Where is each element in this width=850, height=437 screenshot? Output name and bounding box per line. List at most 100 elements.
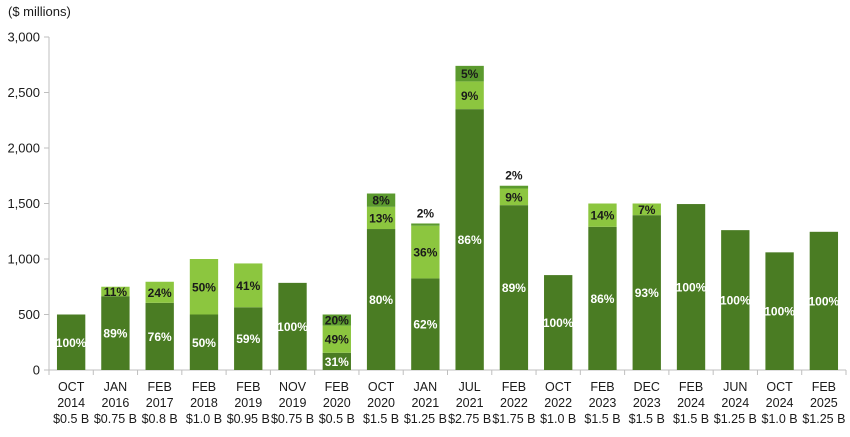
category-label-amount: $1.0 B: [186, 412, 222, 426]
segment-label: 100%: [543, 316, 574, 330]
bar-segment-light: [588, 203, 617, 227]
bar-segment-light: [145, 281, 174, 303]
category-label-amount: $2.75 B: [448, 412, 491, 426]
bar-stack: [278, 282, 307, 370]
category-label-year: 2023: [633, 396, 661, 410]
bar-stack: [101, 286, 130, 370]
bar-stack: [544, 275, 573, 370]
bar-segment-light: [455, 81, 484, 110]
bar-segment-mid: [322, 314, 351, 326]
bar-stack: [455, 65, 484, 371]
unit-label: ($ millions): [8, 4, 71, 19]
category-label-month: OCT: [58, 380, 85, 394]
category-label-amount: $1.5 B: [629, 412, 665, 426]
y-tick-label: 0: [33, 363, 40, 378]
x-axis: [48, 369, 847, 375]
bar-segment-mid: [455, 65, 484, 82]
category-label-year: 2025: [810, 396, 838, 410]
bar-segment-light: [366, 206, 396, 230]
category-label-amount: $1.5 B: [363, 412, 399, 426]
segment-label: 2%: [505, 169, 523, 183]
bar-segment-mid: [366, 193, 396, 207]
segment-label: 13%: [369, 211, 393, 225]
segment-label: 20%: [325, 314, 349, 328]
segment-label: 9%: [505, 190, 523, 204]
category-label-year: 2023: [589, 396, 617, 410]
segment-label: 2%: [417, 206, 435, 220]
segment-label: 31%: [325, 355, 349, 369]
bar-segment-dark: [189, 314, 219, 370]
segment-label: 59%: [236, 332, 260, 346]
category-label-month: JUL: [459, 380, 481, 394]
bar-segment-dark: [234, 307, 263, 370]
y-tick-label: 1,000: [7, 252, 40, 267]
bar-segment-dark: [366, 229, 396, 370]
segment-label: 50%: [192, 280, 216, 294]
category-label-amount: $1.25 B: [802, 412, 845, 426]
segment-label: 80%: [369, 293, 393, 307]
bar-segment-dark: [632, 215, 661, 370]
segment-label: 8%: [372, 194, 390, 208]
y-tick-label: 500: [18, 307, 40, 322]
bar-segment-dark: [676, 204, 706, 370]
bar-stack: [234, 263, 263, 370]
bar-segment-light: [499, 188, 529, 206]
category-label-year: 2020: [323, 396, 351, 410]
category-label-month: NOV: [279, 380, 307, 394]
bar-segment-light: [189, 259, 219, 315]
category-label-year: 2014: [57, 396, 85, 410]
segment-label: 41%: [236, 279, 260, 293]
bar-segment-light: [632, 203, 661, 216]
category-label-year: 2021: [411, 396, 439, 410]
category-label-amount: $1.0 B: [762, 412, 798, 426]
category-label-month: FEB: [148, 380, 172, 394]
category-label-amount: $0.5 B: [319, 412, 355, 426]
segment-label: 36%: [413, 246, 437, 260]
category-label-amount: $0.75 B: [271, 412, 314, 426]
bar-segment-light: [101, 286, 130, 297]
category-label-month: DEC: [634, 380, 660, 394]
bar-stack: [411, 223, 440, 370]
segment-label: 89%: [103, 327, 127, 341]
bar-segment-light: [322, 325, 351, 353]
category-label-month: FEB: [590, 380, 614, 394]
category-label-year: 2021: [456, 396, 484, 410]
category-label-month: FEB: [502, 380, 526, 394]
category-label-month: JUN: [723, 380, 747, 394]
category-label-amount: $0.75 B: [94, 412, 137, 426]
segment-label: 100%: [56, 336, 87, 350]
bars: [56, 65, 839, 371]
category-label-amount: $1.25 B: [404, 412, 447, 426]
category-label-amount: $0.5 B: [53, 412, 89, 426]
category-label-month: FEB: [325, 380, 349, 394]
bar-stack: [366, 193, 396, 370]
segment-label: 100%: [764, 305, 795, 319]
category-label-month: JAN: [104, 380, 128, 394]
segment-label: 100%: [277, 320, 308, 334]
category-label-month: FEB: [192, 380, 216, 394]
y-axis: 0 500 1,000 1,500 2,000 2,500 3,000: [7, 30, 50, 378]
bar-segment-dark: [455, 109, 484, 371]
bar-stack: [765, 252, 794, 370]
bar-segment-dark: [101, 296, 130, 370]
segment-label: 49%: [325, 333, 349, 347]
y-tick-label: 2,000: [7, 141, 40, 156]
bar-stack: [809, 231, 839, 370]
segment-label: 7%: [638, 203, 656, 217]
segment-label: 50%: [192, 336, 216, 350]
category-label-month: OCT: [766, 380, 793, 394]
category-label-month: FEB: [236, 380, 260, 394]
category-label-year: 2016: [102, 396, 130, 410]
category-label-amount: $0.95 B: [227, 412, 270, 426]
bar-segment-dark: [56, 314, 86, 370]
bar-stack: [721, 230, 750, 370]
category-label-year: 2018: [190, 396, 218, 410]
category-label-amount: $1.25 B: [714, 412, 757, 426]
segment-labels: 100% 89% 11% 76% 24% 50% 50% 59% 41% 100% 31% 49% 20…: [56, 67, 840, 369]
category-label-year: 2024: [721, 396, 749, 410]
category-label-month: FEB: [679, 380, 703, 394]
bar-stack: [588, 203, 617, 370]
segment-label: 100%: [676, 281, 707, 295]
category-label-amount: $0.8 B: [142, 412, 178, 426]
category-label-month: FEB: [812, 380, 836, 394]
